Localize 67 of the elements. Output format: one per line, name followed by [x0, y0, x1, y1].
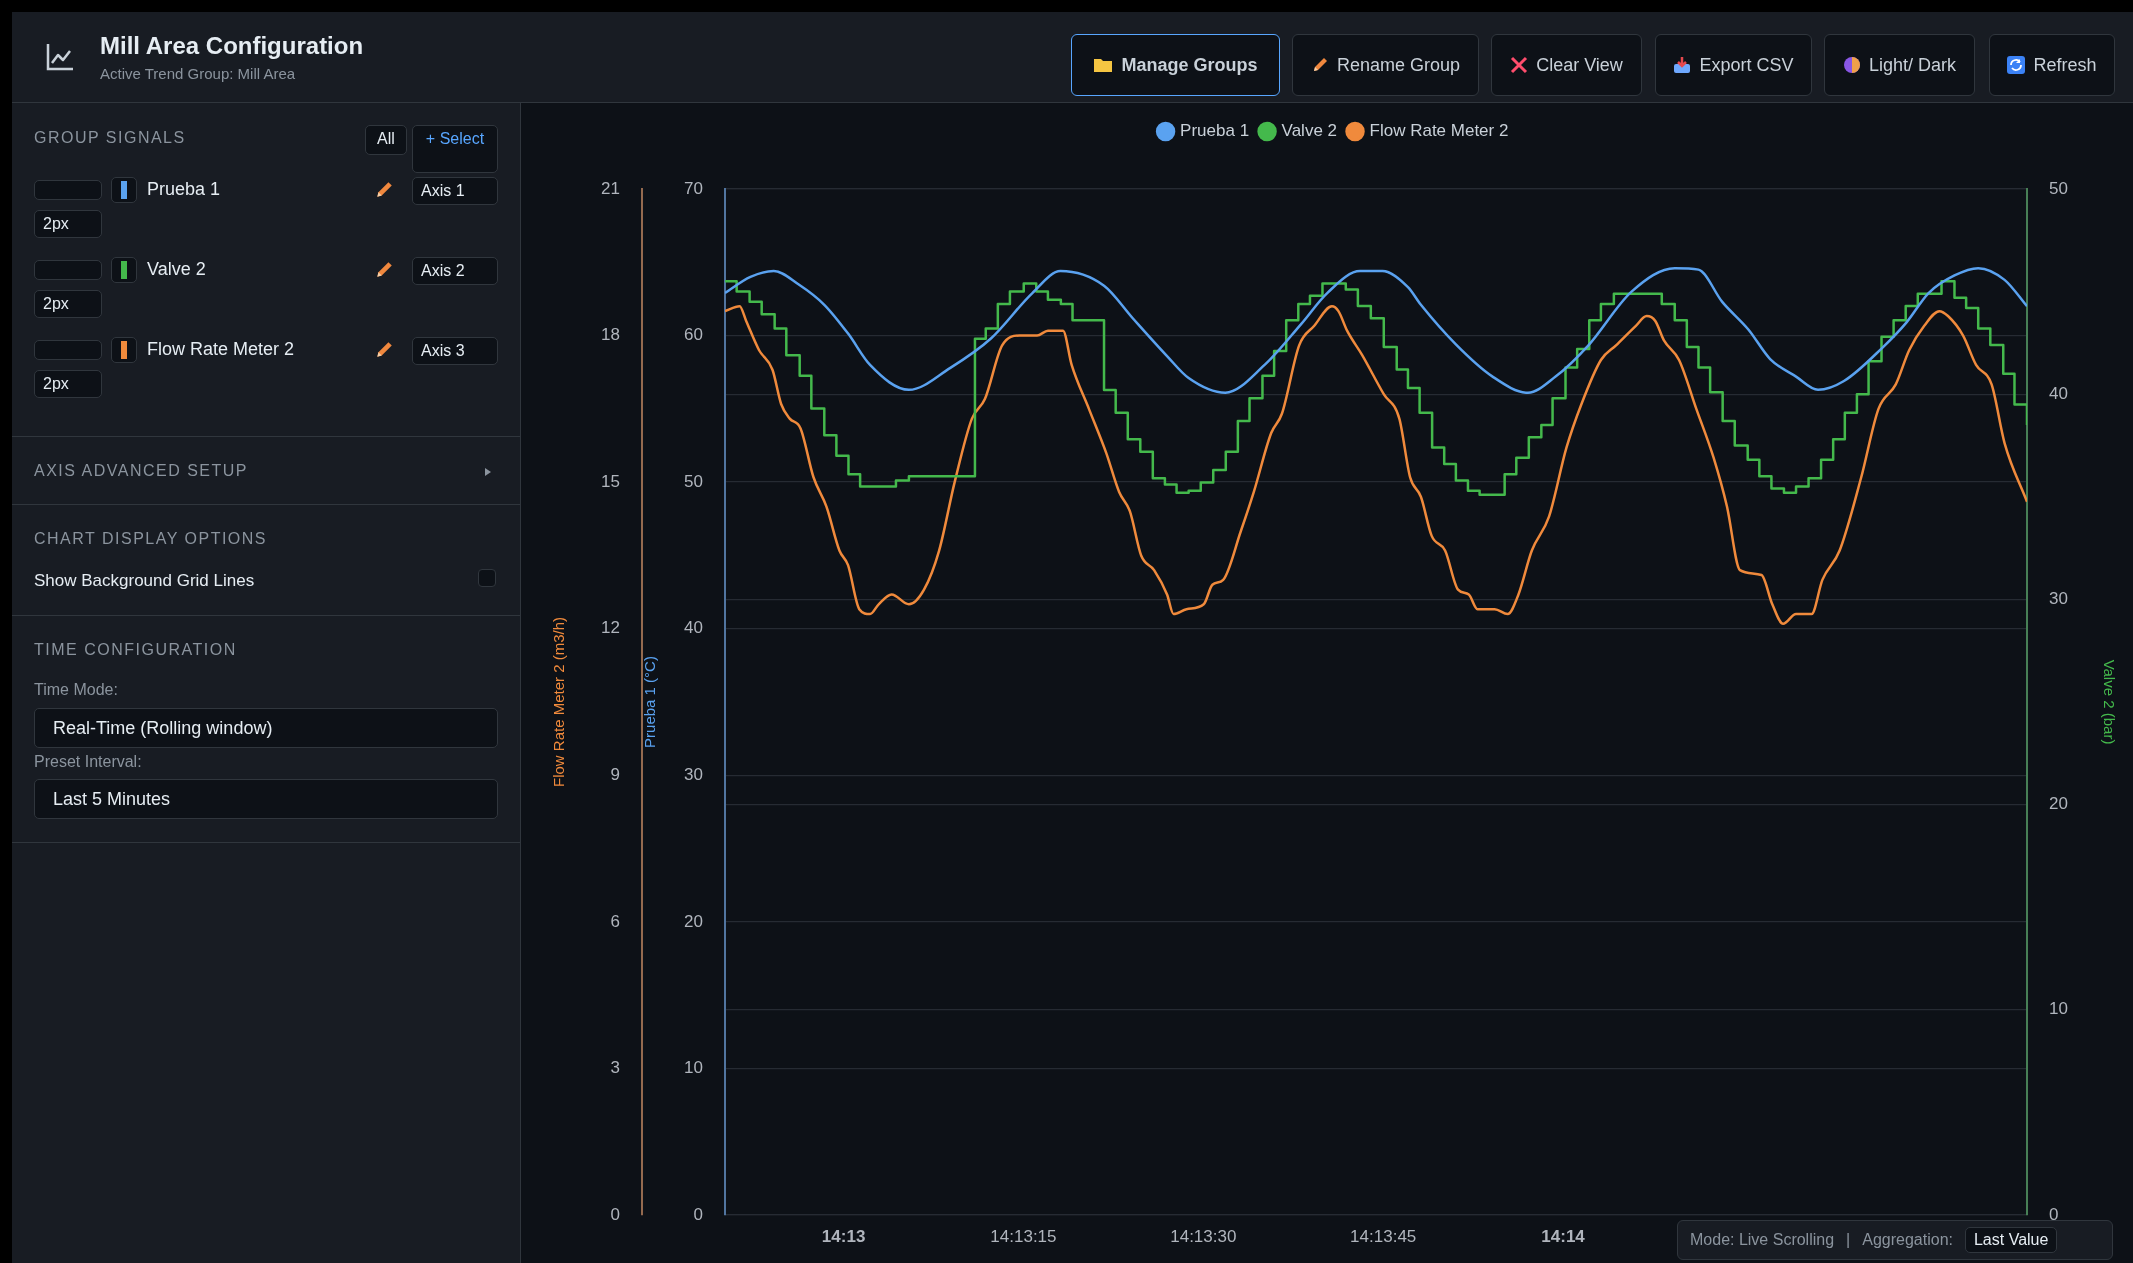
text: Refresh: [2033, 54, 2097, 76]
y3-tick-label: 3: [610, 1058, 620, 1078]
y3-tick-label: 6: [610, 911, 620, 931]
y3-tick-label: 0: [610, 1204, 620, 1224]
text: Axis 3: [412, 337, 498, 365]
y3-tick-label: 15: [601, 471, 620, 491]
text: All: [365, 125, 407, 155]
y-tick-label: 10: [684, 1058, 703, 1078]
x-tick-label: 14:14: [1541, 1226, 1586, 1246]
text: CHART DISPLAY OPTIONS: [34, 530, 268, 548]
text: Mill Area Configuration: [100, 32, 364, 60]
x-tick-label: 14:13: [821, 1226, 866, 1246]
y3-tick-label: 21: [601, 178, 620, 198]
text: 2px: [34, 370, 102, 398]
text: Clear View: [1536, 54, 1623, 76]
text: Manage Groups: [1121, 54, 1258, 76]
y2-tick-label: 20: [2049, 794, 2068, 814]
y2-tick-label: 30: [2049, 589, 2068, 609]
x-tick-label: 14:13:15: [990, 1226, 1057, 1246]
text: 2px: [34, 210, 102, 238]
text: Show Background Grid Lines: [34, 570, 256, 592]
text: GROUP SIGNALS: [34, 129, 186, 147]
legend-label: Valve 2: [1281, 121, 1338, 141]
text: Mode: Live Scrolling: [1690, 1231, 1835, 1249]
text: Light/ Dark: [1868, 54, 1957, 76]
y3-tick-label: 18: [601, 325, 620, 345]
y3-tick-label: 12: [601, 618, 620, 638]
x-tick-label: 14:13:30: [1170, 1226, 1237, 1246]
line-series: [725, 266, 2027, 394]
text: Valve 2: [147, 259, 206, 279]
text: AXIS ADVANCED SETUP: [34, 462, 249, 480]
text: Real-Time (Rolling window): [34, 708, 498, 748]
y-tick-label: 50: [684, 471, 703, 491]
text: Axis 2: [412, 257, 498, 285]
y3-axis-title: Flow Rate Meter 2 (m3/h): [550, 616, 568, 788]
text: |: [1846, 1231, 1851, 1249]
y2-axis-title: Valve 2 (bar): [2100, 659, 2118, 745]
y-axis-title: Prueba 1 (°C): [641, 656, 659, 748]
y-tick-label: 60: [684, 325, 703, 345]
text: TIME CONFIGURATION: [34, 641, 237, 659]
y2-tick-label: 50: [2049, 178, 2068, 198]
text: 2px: [34, 290, 102, 318]
legend-label: Flow Rate Meter 2: [1369, 121, 1509, 141]
text: Preset Interval:: [34, 753, 142, 771]
text: Prueba 1: [147, 179, 221, 199]
line-series: [725, 305, 2027, 626]
text: Last 5 Minutes: [34, 779, 498, 819]
text: Last Value: [1964, 1227, 2058, 1253]
y-tick-label: 30: [684, 764, 703, 784]
text: Time Mode:: [34, 681, 118, 699]
y-tick-label: 20: [684, 911, 703, 931]
legend-label: Prueba 1: [1180, 121, 1250, 141]
text: Active Trend Group: Mill Area: [100, 65, 296, 82]
y2-tick-label: 40: [2049, 383, 2068, 403]
text: Flow Rate Meter 2: [147, 339, 295, 359]
y2-tick-label: 10: [2049, 999, 2068, 1019]
text: Axis 1: [412, 177, 498, 205]
y-tick-label: 40: [684, 618, 703, 638]
text: Rename Group: [1336, 54, 1461, 76]
y3-tick-label: 9: [610, 764, 620, 784]
x-tick-label: 14:13:45: [1350, 1226, 1417, 1246]
y-tick-label: 0: [693, 1204, 703, 1224]
y2-tick-label: 0: [2049, 1204, 2059, 1224]
text: Export CSV: [1699, 54, 1794, 76]
y-tick-label: 70: [684, 178, 703, 198]
text: Aggregation:: [1862, 1231, 1953, 1249]
text: + Select: [412, 125, 498, 173]
